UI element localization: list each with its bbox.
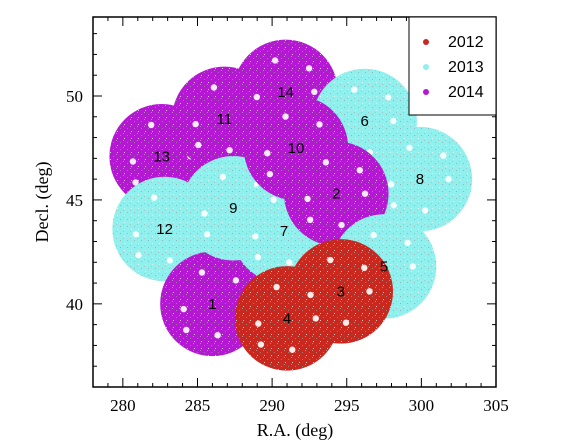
x-tick-label-290: 290: [259, 396, 285, 415]
field-label-5: 5: [380, 258, 388, 275]
field-3-gap-0: [366, 288, 373, 295]
field-label-11: 11: [217, 111, 233, 128]
field-1-gap-2: [214, 331, 221, 339]
field-11-gap-2: [226, 146, 233, 154]
field-4-gap-2: [289, 346, 296, 353]
field-label-9: 9: [229, 200, 237, 217]
legend-label-2012: 2012: [448, 34, 484, 51]
field-12-gap-2: [166, 257, 174, 264]
field-3-gap-3: [327, 256, 334, 264]
legend-marker-2013: [423, 64, 429, 70]
y-tick-label-40: 40: [66, 295, 83, 314]
field-14-gap-3: [271, 57, 279, 64]
field-12-gap-1: [132, 231, 140, 238]
field-2-gap-3: [322, 159, 330, 166]
field-5-gap-4: [404, 239, 411, 247]
field-11-gap-5: [195, 141, 202, 149]
field-label-7: 7: [280, 223, 288, 240]
x-tick-label-300: 300: [409, 396, 435, 415]
y-tick-label-45: 45: [66, 191, 83, 210]
field-13-gap-5: [132, 179, 139, 186]
field-label-14: 14: [277, 84, 294, 101]
plot-frame: [92, 16, 497, 388]
field-14-gap-4: [305, 65, 313, 72]
field-9-gap-3: [219, 173, 227, 181]
field-9-gap-5: [203, 231, 211, 238]
field-3-gap-4: [361, 264, 368, 272]
field-2-gap-5: [306, 216, 314, 224]
field-7-gap-5: [254, 254, 262, 261]
field-8-gap-0: [445, 175, 452, 183]
field-label-6: 6: [360, 113, 368, 130]
field-8-gap-4: [440, 152, 447, 159]
field-10-gap-5: [266, 170, 274, 178]
field-14-gap-1: [253, 93, 261, 101]
field-13-gap-3: [148, 121, 155, 129]
field-8-gap-5: [390, 202, 397, 209]
y-tick-label-50: 50: [66, 87, 83, 106]
field-label-3: 3: [337, 283, 345, 300]
x-axis-label: R.A. (deg): [257, 420, 333, 441]
field-2-gap-0: [361, 190, 369, 197]
field-10-gap-3: [282, 113, 289, 120]
field-4-gap-3: [273, 283, 280, 291]
field-1-gap-5: [183, 326, 190, 334]
field-7-gap-1: [252, 233, 259, 240]
field-8: [367, 126, 473, 232]
field-8-gap-1: [387, 181, 395, 188]
legend-marker-2014: [423, 89, 429, 95]
field-5-gap-0: [409, 263, 416, 270]
field-12-gap-5: [135, 251, 142, 259]
x-tick-label-305: 305: [483, 396, 509, 415]
field-4-gap-0: [312, 315, 319, 322]
field-label-2: 2: [332, 186, 340, 203]
field-10-gap-4: [316, 121, 323, 128]
field-8-gap-3: [406, 144, 413, 151]
field-4: [234, 266, 340, 371]
field-label-13: 13: [153, 148, 170, 165]
field-4-gap-1: [255, 320, 262, 327]
field-4-gap-5: [257, 341, 265, 348]
field-12-gap-3: [150, 194, 158, 201]
x-tick-label-280: 280: [110, 396, 136, 415]
field-label-12: 12: [156, 221, 173, 238]
field-6-gap-0: [390, 117, 397, 125]
y-axis-label: Decl. (deg): [32, 162, 53, 243]
field-2-gap-1: [304, 195, 311, 203]
field-label-10: 10: [288, 140, 305, 157]
field-2-gap-4: [356, 166, 364, 174]
field-14-gap-0: [311, 88, 318, 96]
field-1-gap-3: [198, 269, 206, 276]
field-1-gap-4: [232, 277, 240, 284]
field-6-gap-3: [351, 86, 358, 93]
field-label-1: 1: [208, 296, 216, 313]
x-tick-label-285: 285: [185, 396, 211, 415]
field-13-gap-1: [129, 158, 137, 165]
field-6-gap-4: [384, 94, 392, 101]
field-8-gap-2: [421, 207, 429, 214]
field-7-gap-2: [286, 259, 293, 266]
field-9-gap-1: [201, 210, 208, 217]
field-1-gap-1: [180, 305, 187, 313]
legend: 2012 2013 2014: [408, 16, 497, 116]
field-4-gap-4: [307, 291, 314, 299]
fields-layer: [109, 39, 473, 371]
legend-label-2014: 2014: [448, 84, 484, 101]
field-11-gap-3: [210, 84, 218, 91]
field-11-gap-1: [192, 120, 199, 128]
field-5-gap-3: [370, 231, 377, 239]
field-label-8: 8: [416, 171, 424, 188]
legend-label-2013: 2013: [448, 59, 484, 76]
x-tick-label-295: 295: [334, 396, 360, 415]
field-10-gap-1: [264, 149, 271, 157]
field-label-4: 4: [283, 310, 291, 327]
legend-marker-2012: [423, 39, 429, 45]
field-2-gap-2: [338, 221, 345, 229]
field-3-gap-2: [342, 319, 350, 326]
field-7-gap-3: [270, 196, 277, 203]
